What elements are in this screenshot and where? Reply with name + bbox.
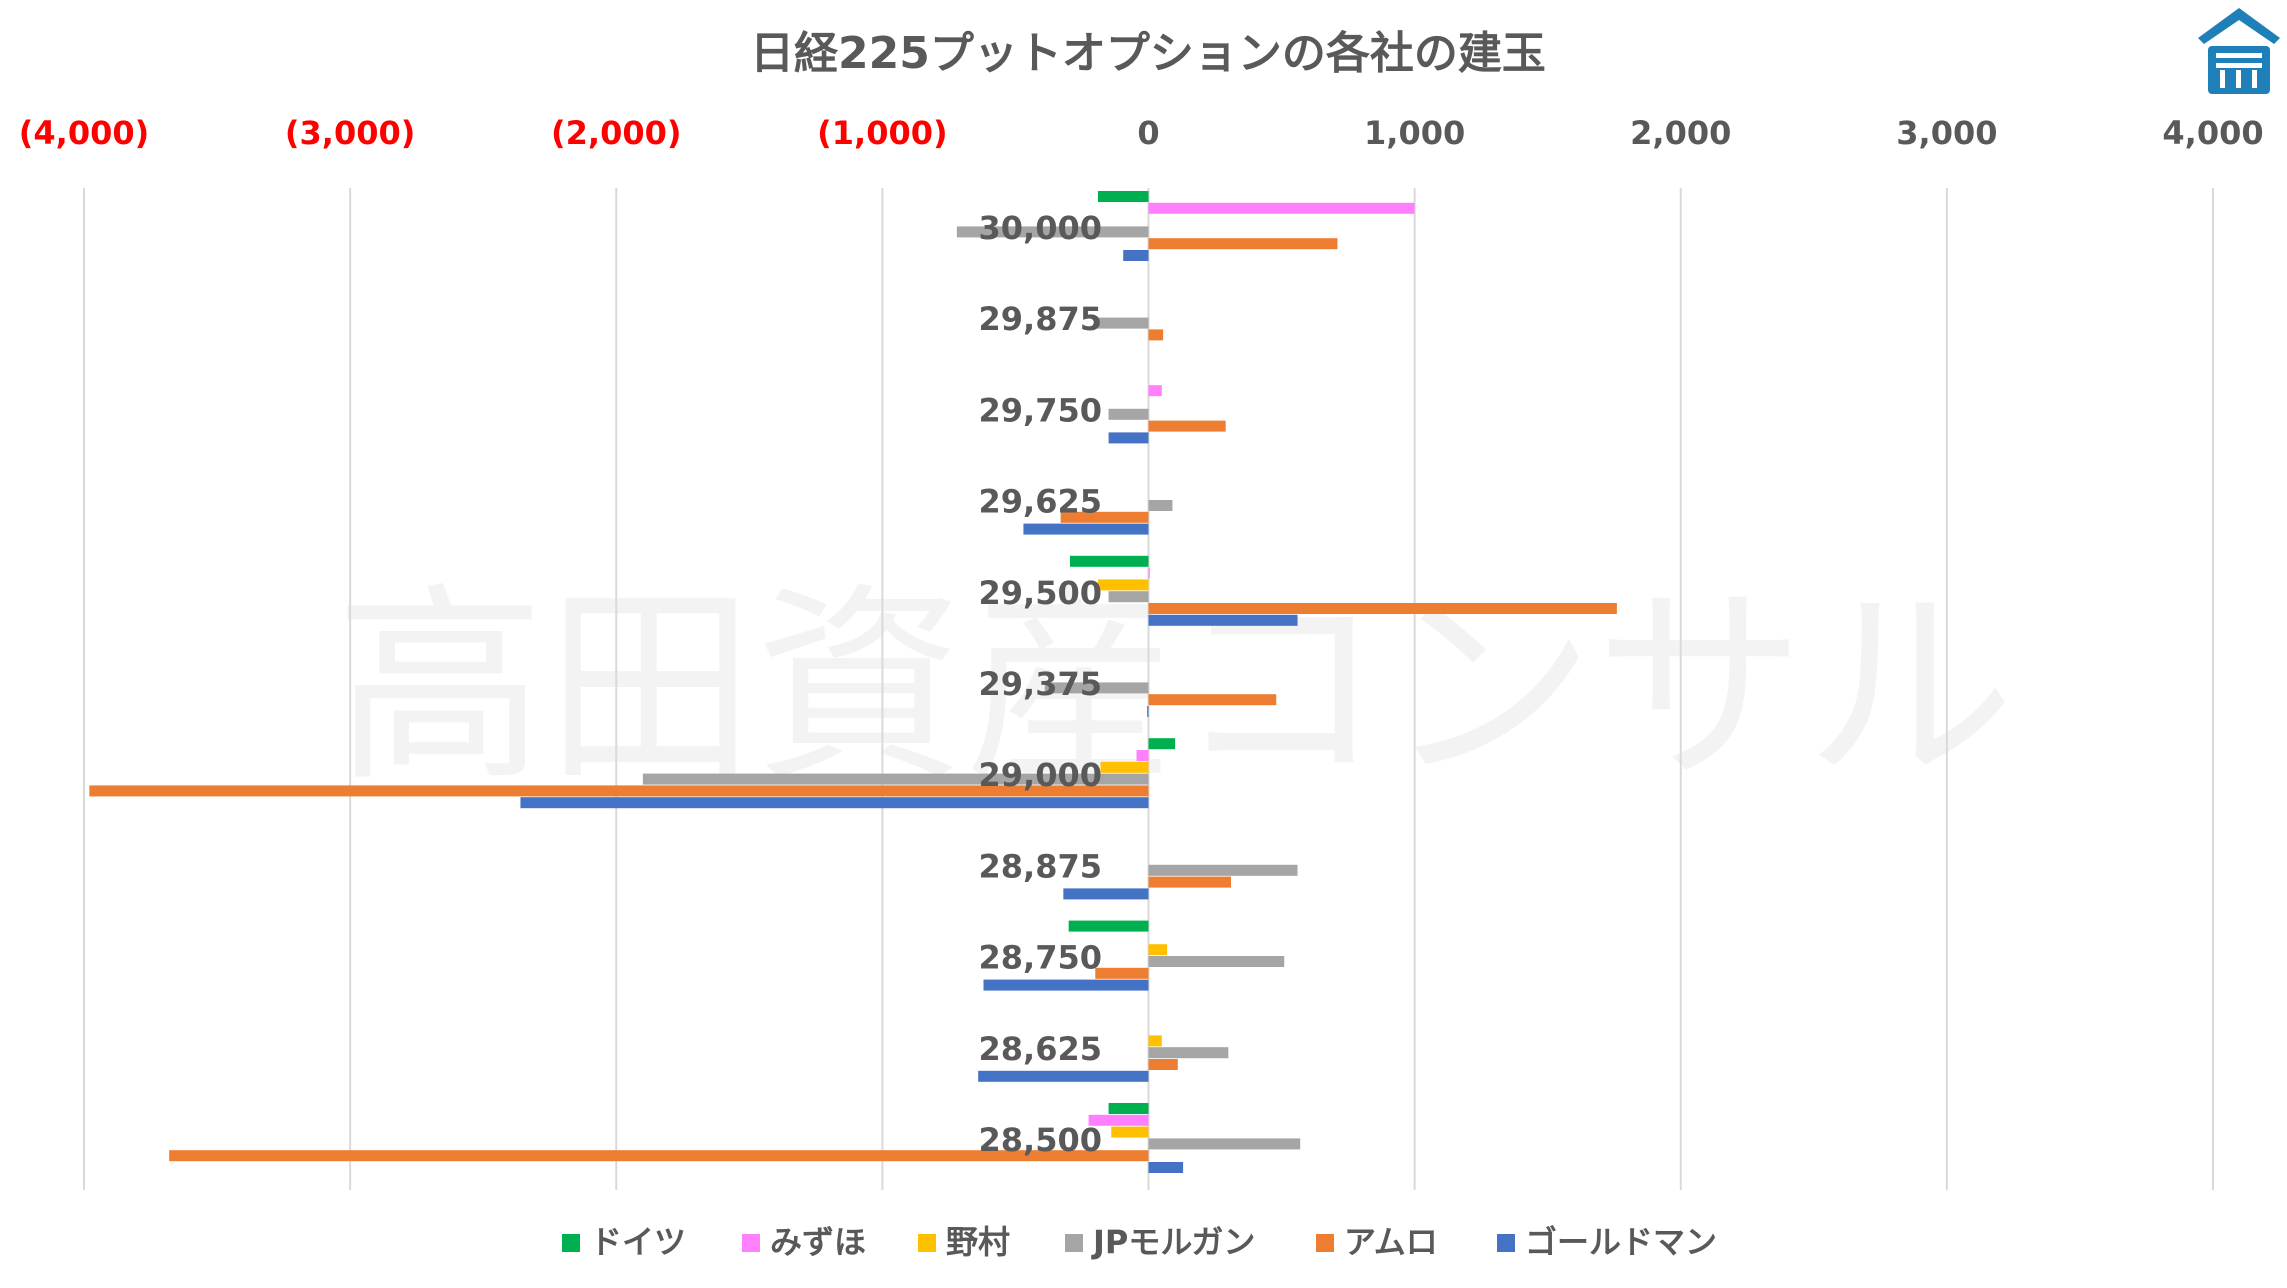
category-label: 29,000 bbox=[979, 756, 1102, 794]
bar bbox=[1108, 408, 1149, 420]
bar bbox=[520, 797, 1149, 809]
bar bbox=[1148, 1162, 1184, 1173]
x-tick-label: (3,000) bbox=[285, 114, 415, 152]
bar bbox=[956, 226, 1149, 238]
category-label: 28,625 bbox=[979, 1030, 1102, 1068]
bar bbox=[169, 1150, 1149, 1162]
category-label: 28,875 bbox=[979, 847, 1102, 885]
bar bbox=[1108, 432, 1149, 444]
bar bbox=[1023, 523, 1149, 535]
bar bbox=[1100, 761, 1149, 773]
category-label: 30,000 bbox=[979, 209, 1102, 247]
category-label: 29,625 bbox=[979, 483, 1102, 521]
bar bbox=[1095, 317, 1149, 329]
bar bbox=[1148, 385, 1162, 397]
bar bbox=[1060, 511, 1149, 523]
legend-label: ドイツ bbox=[590, 1223, 686, 1261]
bar bbox=[1068, 920, 1149, 932]
bar bbox=[89, 785, 1149, 797]
bar bbox=[1148, 876, 1231, 888]
bar bbox=[1111, 1126, 1149, 1138]
legend: ドイツ みずほ 野村 JPモルガン アムロ ゴールドマン bbox=[562, 1223, 1717, 1261]
category-label: 29,500 bbox=[979, 574, 1102, 612]
legend-label: 野村 bbox=[946, 1223, 1010, 1261]
chart-title: 日経225プットオプションの各社の建玉 bbox=[750, 28, 1546, 79]
bar bbox=[1123, 250, 1149, 261]
bar bbox=[1063, 888, 1149, 900]
category-label: 28,750 bbox=[979, 939, 1102, 977]
bars bbox=[89, 191, 1617, 1173]
bar bbox=[1148, 500, 1173, 511]
category-label: 28,500 bbox=[979, 1121, 1102, 1159]
bar bbox=[1095, 967, 1149, 979]
bar bbox=[1088, 1114, 1149, 1126]
legend-swatch bbox=[1065, 1234, 1083, 1252]
bar bbox=[1148, 202, 1415, 214]
bar bbox=[1148, 1059, 1178, 1070]
bar bbox=[1148, 420, 1226, 432]
bar bbox=[1148, 864, 1298, 876]
bar bbox=[1097, 579, 1149, 591]
bar bbox=[1148, 614, 1298, 626]
bar bbox=[1097, 191, 1149, 202]
x-tick-labels: (4,000) (3,000) (2,000) (1,000) 0 1,000 2,000 3… bbox=[19, 114, 2264, 152]
bar bbox=[1148, 1035, 1162, 1047]
bar bbox=[1148, 956, 1285, 967]
bar bbox=[1147, 706, 1149, 717]
x-tick-label: 3,000 bbox=[1896, 114, 1997, 152]
legend-label: ゴールドマン bbox=[1525, 1223, 1717, 1261]
bar bbox=[1148, 238, 1338, 250]
category-label: 29,375 bbox=[979, 665, 1102, 703]
bar bbox=[1148, 329, 1164, 341]
x-tick-label: (2,000) bbox=[551, 114, 681, 152]
bar bbox=[642, 773, 1149, 785]
logo-icon bbox=[2198, 8, 2280, 94]
bar bbox=[1148, 1047, 1229, 1059]
category-label: 29,750 bbox=[979, 391, 1102, 429]
bar bbox=[1148, 603, 1617, 614]
x-tick-label: (1,000) bbox=[817, 114, 947, 152]
bar bbox=[1148, 1138, 1301, 1150]
legend-swatch bbox=[1316, 1234, 1334, 1252]
watermark: 高田資産コンサル bbox=[335, 565, 2015, 810]
legend-label: アムロ bbox=[1344, 1223, 1438, 1261]
category-labels: 30,000 29,875 29,750 29,625 29,500 29,375 29,0… bbox=[979, 209, 1102, 1159]
category-label: 29,875 bbox=[979, 300, 1102, 338]
x-tick-label: 0 bbox=[1137, 114, 1159, 152]
bar bbox=[1108, 591, 1149, 603]
bar bbox=[1108, 1103, 1149, 1114]
bar bbox=[1136, 750, 1149, 761]
bar bbox=[1044, 682, 1149, 694]
bar bbox=[1148, 567, 1150, 579]
bar bbox=[978, 1070, 1149, 1082]
bar bbox=[1148, 694, 1277, 706]
x-tick-label: 2,000 bbox=[1630, 114, 1731, 152]
x-tick-label: 1,000 bbox=[1364, 114, 1465, 152]
bar bbox=[1148, 944, 1168, 956]
bar bbox=[1148, 738, 1176, 750]
x-tick-label: (4,000) bbox=[19, 114, 149, 152]
legend-label: JPモルガン bbox=[1091, 1223, 1255, 1261]
bar bbox=[983, 979, 1149, 991]
legend-label: みずほ bbox=[770, 1223, 866, 1261]
bar bbox=[1069, 555, 1149, 567]
legend-swatch bbox=[918, 1234, 936, 1252]
x-tick-label: 4,000 bbox=[2162, 114, 2263, 152]
legend-swatch bbox=[742, 1234, 760, 1252]
legend-swatch bbox=[1497, 1234, 1515, 1252]
legend-swatch bbox=[562, 1234, 580, 1252]
